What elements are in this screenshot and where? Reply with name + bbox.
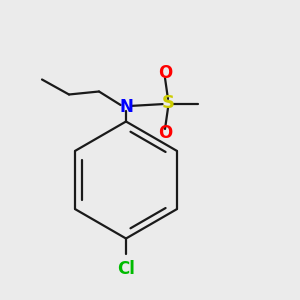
Text: N: N — [119, 98, 133, 116]
Text: S: S — [161, 94, 175, 112]
Text: O: O — [158, 124, 172, 142]
Text: O: O — [158, 64, 172, 82]
Text: Cl: Cl — [117, 260, 135, 278]
